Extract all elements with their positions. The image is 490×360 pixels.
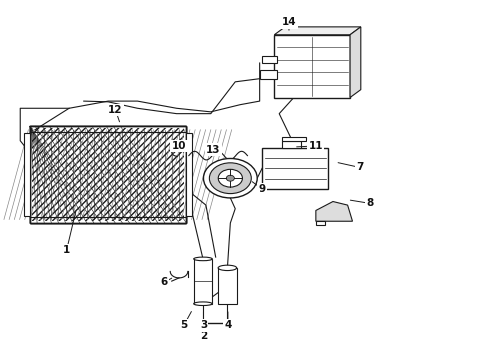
Bar — [30, 126, 186, 223]
Bar — [218, 268, 237, 304]
Polygon shape — [316, 202, 352, 221]
Text: 4: 4 — [224, 320, 232, 330]
Text: 5: 5 — [180, 320, 188, 330]
Ellipse shape — [194, 302, 212, 306]
Bar — [30, 126, 186, 223]
Text: 9: 9 — [259, 184, 266, 194]
Bar — [30, 126, 186, 223]
Circle shape — [203, 158, 257, 198]
Bar — [274, 35, 350, 98]
Text: 3: 3 — [200, 320, 207, 330]
Circle shape — [226, 175, 234, 181]
Text: 12: 12 — [108, 105, 123, 115]
Text: 13: 13 — [206, 144, 220, 154]
Bar — [24, 134, 30, 216]
Bar — [282, 137, 306, 140]
Text: 2: 2 — [200, 331, 207, 341]
Bar — [32, 128, 184, 221]
Bar — [262, 56, 277, 63]
Bar — [260, 70, 277, 79]
Text: 7: 7 — [356, 162, 364, 172]
Bar — [186, 134, 192, 216]
Text: 8: 8 — [366, 198, 373, 208]
Bar — [262, 148, 328, 189]
Text: 14: 14 — [282, 17, 296, 27]
Circle shape — [209, 163, 251, 194]
Polygon shape — [274, 27, 361, 35]
Ellipse shape — [218, 265, 237, 271]
Polygon shape — [350, 27, 361, 98]
Bar — [30, 126, 186, 223]
Text: 6: 6 — [161, 277, 168, 287]
Bar — [316, 221, 325, 225]
Bar — [194, 259, 212, 304]
Text: 10: 10 — [172, 141, 186, 151]
Ellipse shape — [194, 257, 212, 261]
Circle shape — [218, 169, 243, 187]
Text: 11: 11 — [309, 141, 323, 151]
Bar — [282, 140, 301, 148]
Text: 1: 1 — [63, 245, 70, 255]
